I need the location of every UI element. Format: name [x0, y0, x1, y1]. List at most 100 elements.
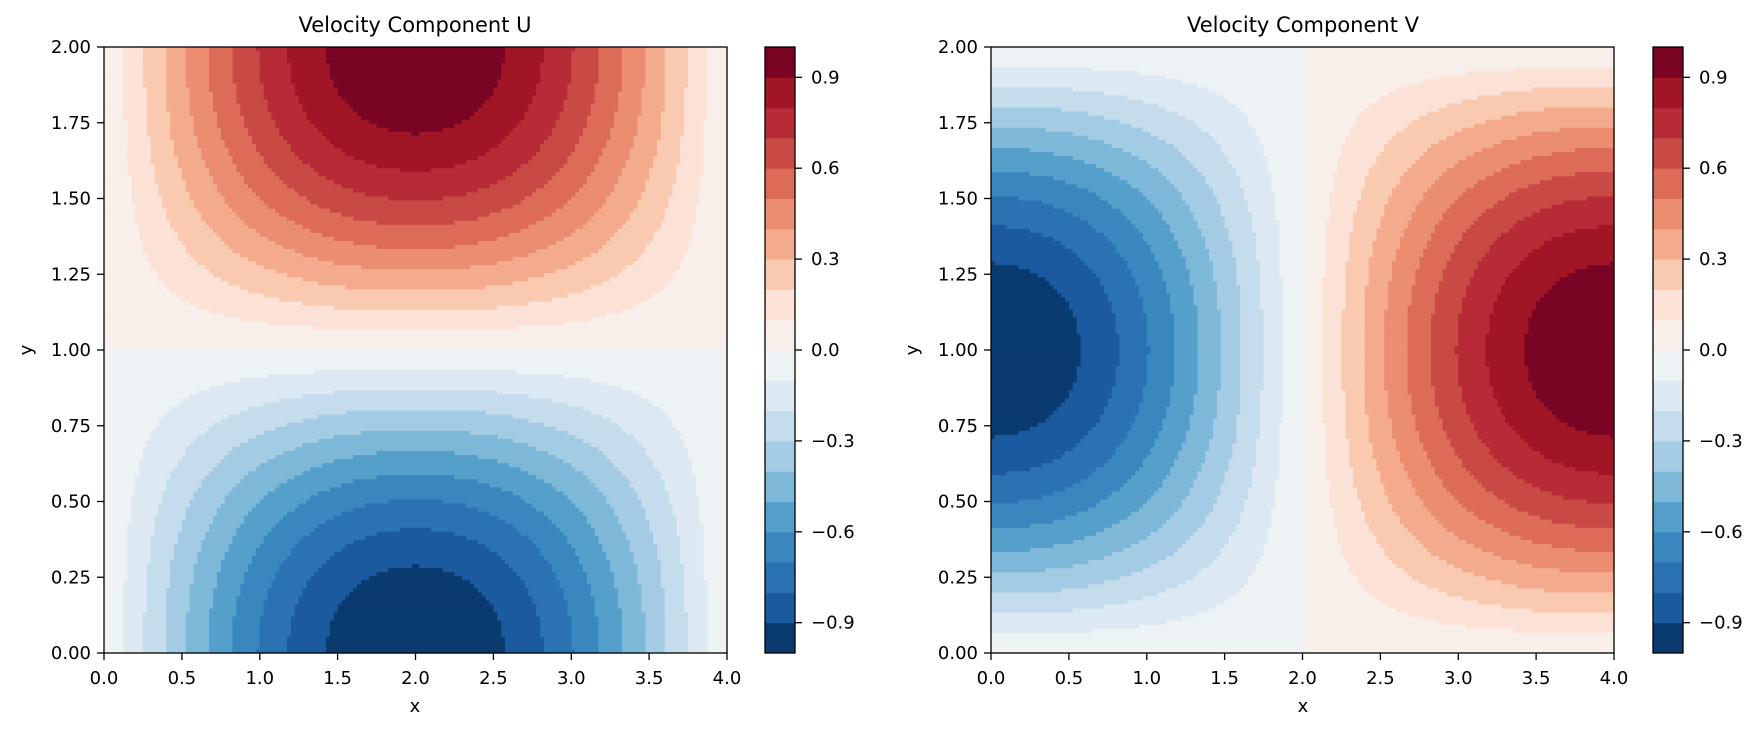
- contour-cell: [598, 636, 623, 642]
- contour-cell: [1481, 483, 1533, 488]
- contour-cell: [255, 503, 300, 509]
- contour-cell: [1395, 257, 1420, 262]
- contour-cell: [1189, 273, 1214, 278]
- contour-cell: [1497, 459, 1553, 464]
- colorbar-tick-label-v: 0.3: [1699, 249, 1728, 270]
- contour-cell: [1216, 285, 1241, 290]
- contour-cell: [251, 560, 284, 565]
- contour-cell: [1442, 418, 1471, 424]
- contour-cell: [1388, 289, 1413, 295]
- contour-cell: [127, 139, 152, 145]
- contour-cell: [991, 148, 1031, 153]
- contour-cell: [298, 95, 343, 101]
- contour-cell: [442, 499, 526, 505]
- contour-cell: [209, 608, 237, 614]
- contour-cell: [991, 184, 1078, 189]
- contour-cell: [656, 143, 681, 149]
- contour-cell: [1111, 491, 1156, 497]
- contour-cell: [629, 152, 658, 157]
- contour-cell: [991, 176, 1054, 181]
- contour-cell: [1547, 406, 1615, 412]
- contour-cell: [501, 208, 557, 214]
- contour-cell: [664, 648, 689, 654]
- contour-cell: [142, 446, 187, 452]
- contour-cell: [224, 495, 265, 501]
- contour-cell: [1088, 265, 1128, 270]
- contour-cell: [189, 253, 241, 258]
- contour-cell: [1236, 257, 1257, 262]
- contour-cell: [543, 636, 572, 642]
- contour-cell: [104, 107, 125, 113]
- contour-cell: [688, 240, 728, 246]
- contour-cell: [127, 131, 148, 137]
- contour-cell: [656, 467, 693, 472]
- contour-cell: [563, 531, 596, 537]
- contour-cell: [1380, 216, 1413, 222]
- contour-cell: [104, 289, 171, 295]
- contour-cell: [1434, 180, 1479, 185]
- contour-cell: [189, 91, 214, 97]
- contour-cell: [1419, 539, 1467, 545]
- contour-cell: [213, 596, 237, 602]
- contour-cell: [649, 297, 728, 303]
- contour-cell: [1212, 261, 1237, 266]
- contour-cell: [1325, 463, 1350, 468]
- contour-cell: [314, 370, 518, 375]
- contour-cell: [1516, 135, 1615, 141]
- contour-cell: [660, 224, 693, 230]
- contour-cell: [610, 503, 642, 509]
- contour-cell: [991, 358, 1082, 363]
- contour-cell: [1493, 394, 1537, 400]
- contour-cell: [1275, 200, 1304, 206]
- contour-cell: [1353, 228, 1378, 234]
- contour-cell: [590, 378, 728, 383]
- contour-cell: [664, 216, 697, 222]
- contour-cell: [688, 249, 728, 254]
- contour-cell: [1162, 277, 1191, 282]
- contour-cell: [1302, 576, 1358, 581]
- contour-cell: [571, 620, 600, 626]
- contour-cell: [1146, 317, 1175, 323]
- contour-cell: [1302, 249, 1327, 254]
- contour-cell: [1158, 168, 1198, 173]
- contour-cell: [1263, 354, 1284, 359]
- contour-cell: [1135, 277, 1163, 282]
- contour-cell: [477, 455, 557, 460]
- contour-cell: [1302, 556, 1346, 561]
- contour-cell: [1212, 418, 1237, 424]
- contour-cell: [236, 212, 280, 218]
- contour-cell: [104, 503, 132, 509]
- contour-cell: [477, 240, 557, 246]
- contour-cell: [240, 378, 592, 383]
- contour-cell: [617, 519, 650, 525]
- contour-cell: [1197, 224, 1226, 230]
- contour-cell: [154, 269, 210, 274]
- contour-cell: [664, 75, 689, 80]
- contour-cell: [232, 632, 261, 638]
- contour-cell: [1302, 463, 1327, 468]
- colorbar-tick-u: 0.6: [795, 158, 840, 179]
- contour-cell: [104, 204, 136, 210]
- contour-cell: [598, 59, 623, 64]
- contour-cell: [524, 499, 572, 505]
- contour-cell: [162, 281, 230, 286]
- contour-cell: [1259, 426, 1280, 432]
- contour-cell: [1321, 313, 1343, 319]
- contour-cell: [664, 616, 689, 622]
- contour-cell: [1142, 459, 1175, 464]
- contour-cell: [1283, 281, 1304, 286]
- colorbar-band: [1653, 531, 1683, 563]
- contour-cell: [617, 422, 674, 428]
- contour-cell: [536, 475, 588, 480]
- contour-cell: [621, 636, 646, 642]
- contour-cell: [582, 438, 639, 444]
- contour-cell: [1189, 535, 1230, 541]
- contour-cell: [1388, 406, 1413, 412]
- contour-cell: [1166, 107, 1241, 113]
- contour-cell: [1197, 329, 1222, 335]
- contour-cell: [1395, 564, 1455, 569]
- contour-cell: [1438, 556, 1502, 561]
- contour-cell: [610, 459, 654, 464]
- contour-cell: [1540, 398, 1615, 404]
- x-tick-label-u: 2.5: [479, 668, 508, 689]
